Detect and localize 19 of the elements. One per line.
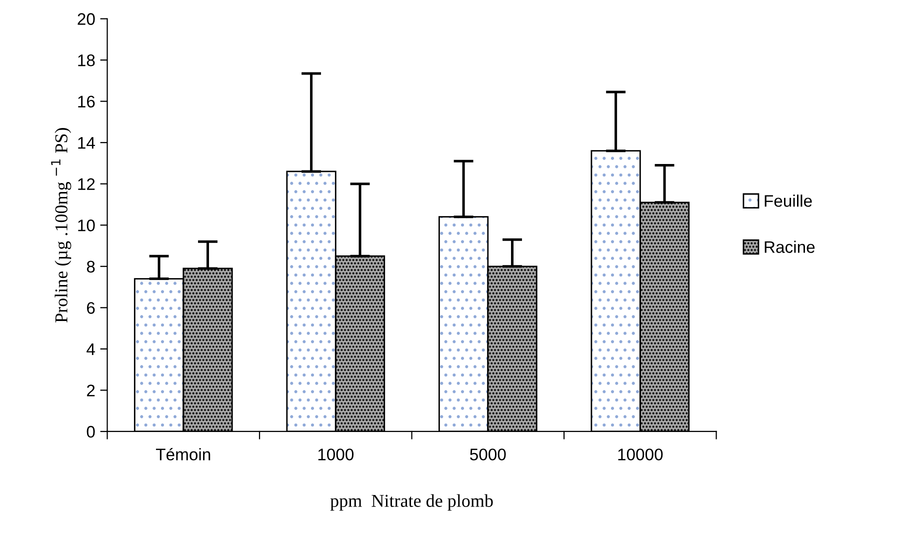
y-axis-title: Proline (µg .100mg $^{−1}$ PS)	[51, 128, 72, 322]
y-tick-label: 2	[87, 384, 95, 396]
y-tick-label: 12	[78, 178, 95, 190]
legend-label: Racine	[764, 240, 815, 253]
x-tick-label: 10000	[618, 448, 663, 460]
legend-label: Feuille	[764, 194, 812, 207]
y-tick-label: 4	[86, 344, 95, 355]
y-tick-label: 6	[87, 302, 95, 314]
y-tick-label: 14	[78, 137, 95, 149]
y-tick-label: 8	[86, 260, 95, 273]
x-axis-title: ppm Nitrate de plomb	[330, 494, 493, 511]
y-tick-label: 0	[86, 426, 95, 438]
y-tick-label: 16	[78, 96, 95, 108]
y-tick-label: 10	[78, 220, 95, 232]
y-tick-label: 18	[78, 54, 95, 66]
x-tick-label: 5000	[470, 448, 506, 460]
y-tick-label: 20	[78, 13, 95, 25]
x-tick-label: 1000	[318, 448, 354, 460]
x-tick-label: Témoin	[156, 448, 210, 460]
